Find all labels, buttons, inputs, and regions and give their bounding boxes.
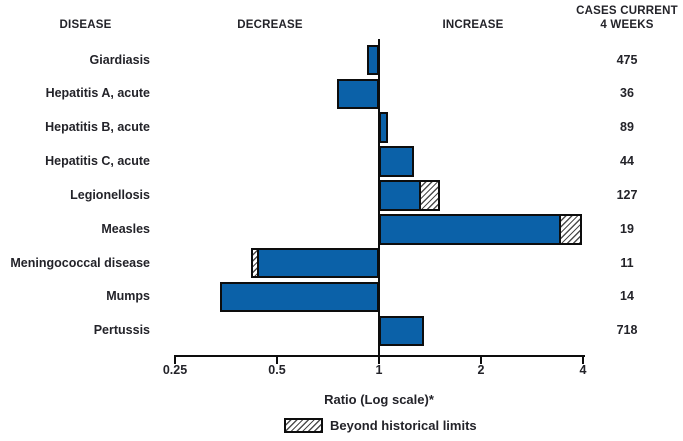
disease-label-mumps: Mumps	[106, 289, 150, 304]
disease-label-measles: Measles	[101, 221, 150, 236]
cases-value-giardiasis: 475	[616, 52, 638, 67]
disease-label-meningococcal-disease: Meningococcal disease	[10, 255, 150, 270]
column-header-cases-line2: 4 WEEKS	[600, 19, 654, 31]
disease-label-hepatitis-c-acute: Hepatitis C, acute	[45, 154, 150, 169]
legend: Beyond historical limits	[284, 418, 477, 433]
cases-value-measles: 19	[620, 221, 634, 236]
cases-value-hepatitis-b-acute: 89	[620, 120, 634, 135]
ratio-bar-meningococcal-disease	[251, 247, 379, 279]
column-header-cases-line1: CASES CURRENT	[576, 5, 678, 17]
cases-value-hepatitis-c-acute: 44	[620, 154, 634, 169]
cases-value-mumps: 14	[620, 289, 634, 304]
ratio-bar-mumps	[220, 281, 379, 313]
cases-value-legionellosis: 127	[616, 187, 638, 202]
baseline-ratio-line	[377, 39, 381, 357]
cases-value-pertussis: 718	[616, 323, 638, 338]
axis-tick-4	[581, 354, 585, 364]
cases-value-meningococcal-disease: 11	[620, 255, 634, 270]
disease-label-pertussis: Pertussis	[93, 323, 150, 338]
disease-label-legionellosis: Legionellosis	[70, 187, 150, 202]
column-header-cases: CASES CURRENT 4 WEEKS	[567, 4, 683, 32]
ratio-bar-legionellosis	[379, 180, 440, 211]
axis-tick-label-4: 4	[579, 363, 587, 377]
axis-tick-2	[479, 354, 483, 364]
axis-tick-label-0.5: 0.5	[268, 363, 286, 377]
column-header-increase: INCREASE	[442, 19, 504, 31]
axis-tick-label-2: 2	[477, 363, 485, 377]
beyond-limits-segment-meningococcal-disease	[253, 249, 259, 277]
x-axis-label: Ratio (Log scale)*	[324, 392, 434, 407]
ratio-bar-measles	[379, 214, 583, 245]
axis-tick-label-1: 1	[375, 363, 383, 377]
column-header-disease: DISEASE	[59, 19, 112, 31]
axis-tick-1	[377, 354, 381, 364]
disease-label-hepatitis-a-acute: Hepatitis A, acute	[45, 86, 150, 101]
beyond-limits-segment-legionellosis	[419, 182, 438, 209]
ratio-bar-pertussis	[379, 315, 425, 347]
ratio-bar-hepatitis-b-acute	[379, 112, 388, 143]
legend-label: Beyond historical limits	[330, 418, 477, 433]
beyond-limits-segment-measles	[558, 216, 581, 243]
axis-tick-label-0.25: 0.25	[162, 363, 188, 377]
disease-label-giardiasis: Giardiasis	[89, 52, 150, 67]
cases-value-hepatitis-a-acute: 36	[620, 86, 634, 101]
hatch-swatch	[284, 418, 323, 433]
axis-tick-0.25	[173, 354, 177, 364]
disease-label-hepatitis-b-acute: Hepatitis B, acute	[45, 120, 150, 135]
column-header-decrease: DECREASE	[237, 19, 303, 31]
ratio-bar-hepatitis-c-acute	[379, 146, 415, 177]
ratio-bar-hepatitis-a-acute	[336, 78, 379, 110]
axis-tick-0.5	[275, 354, 279, 364]
